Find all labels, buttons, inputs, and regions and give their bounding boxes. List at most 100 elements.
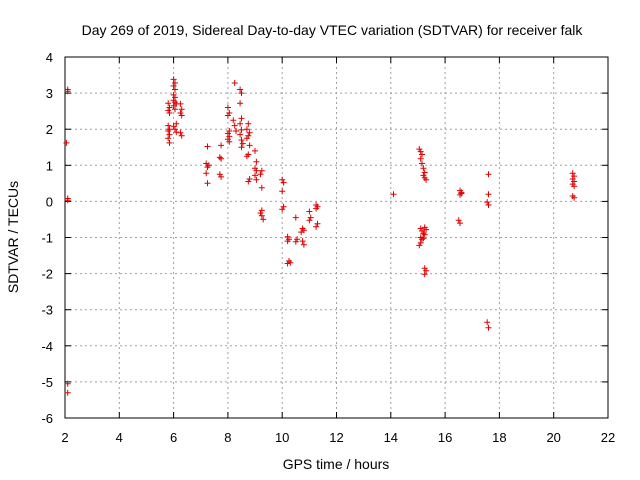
data-point <box>243 153 250 160</box>
data-point <box>284 238 291 245</box>
data-point <box>258 207 265 214</box>
data-points <box>63 76 578 396</box>
data-point <box>298 229 305 236</box>
data-point <box>238 126 245 133</box>
data-point <box>287 259 294 266</box>
data-point <box>237 100 244 107</box>
data-point <box>417 148 424 155</box>
data-point <box>252 172 258 179</box>
data-point <box>166 139 173 146</box>
data-point <box>421 231 428 238</box>
data-point <box>178 112 185 119</box>
data-point <box>485 202 492 208</box>
data-point <box>420 165 427 172</box>
data-point <box>238 90 245 97</box>
data-point <box>280 179 287 186</box>
data-point <box>177 100 184 107</box>
data-point <box>484 319 491 326</box>
data-point <box>166 104 173 111</box>
data-point <box>165 122 172 129</box>
data-point <box>253 176 260 183</box>
data-point <box>230 117 237 124</box>
y-tick-label: 3 <box>46 86 53 101</box>
data-point <box>178 132 185 139</box>
data-point <box>64 88 71 95</box>
data-point <box>204 164 211 171</box>
data-point <box>455 217 462 224</box>
data-point <box>458 189 465 196</box>
data-point <box>245 178 252 185</box>
y-tick-label: 1 <box>46 158 53 173</box>
data-point <box>238 115 245 122</box>
data-point <box>279 188 286 195</box>
data-point <box>419 151 425 158</box>
data-point <box>204 180 211 187</box>
data-point <box>165 107 172 114</box>
y-tick-label: 4 <box>46 50 53 65</box>
data-point <box>314 220 321 227</box>
data-point <box>419 236 425 243</box>
data-point <box>226 138 233 145</box>
data-point <box>239 140 246 147</box>
x-tick-label: 14 <box>384 430 398 445</box>
data-point <box>166 110 173 116</box>
data-point <box>299 238 306 245</box>
y-tick-label: -6 <box>41 411 53 426</box>
data-point <box>292 214 299 221</box>
data-point <box>224 130 231 137</box>
data-point <box>313 223 320 230</box>
data-point <box>165 128 172 134</box>
data-point <box>245 120 252 127</box>
data-point <box>165 135 172 142</box>
x-axis-label: GPS time / hours <box>283 456 390 472</box>
data-point <box>284 260 291 267</box>
data-point <box>485 171 492 178</box>
x-tick-label: 18 <box>492 430 506 445</box>
data-point <box>390 191 397 198</box>
y-axis-label: SDTVAR / TECUs <box>5 181 21 293</box>
data-point <box>224 104 231 111</box>
data-point <box>258 212 265 219</box>
x-tick-label: 16 <box>438 430 452 445</box>
data-point <box>237 120 244 127</box>
data-point <box>170 102 177 109</box>
data-point <box>231 122 238 129</box>
data-point <box>569 170 576 177</box>
data-point <box>64 380 71 387</box>
data-point <box>417 155 424 162</box>
data-point <box>307 214 314 221</box>
data-point <box>485 191 492 198</box>
data-point <box>260 216 267 223</box>
x-tick-labels: 2 4 6 8 10 12 14 16 18 20 22 <box>61 430 615 445</box>
data-point <box>253 167 260 174</box>
data-point <box>216 154 223 161</box>
data-point <box>253 158 260 165</box>
x-tick-label: 2 <box>61 430 68 445</box>
data-point <box>64 197 71 204</box>
data-point <box>257 210 264 216</box>
data-point <box>246 142 253 149</box>
data-point <box>257 171 264 178</box>
data-point <box>218 155 225 162</box>
data-point <box>279 206 286 213</box>
data-point <box>64 389 71 396</box>
data-point <box>423 267 430 274</box>
x-tick-label: 10 <box>275 430 289 445</box>
data-point <box>258 167 265 174</box>
y-tick-label: -5 <box>41 375 53 390</box>
grid <box>65 57 608 418</box>
data-point <box>237 86 244 93</box>
data-point <box>166 131 173 138</box>
data-point <box>416 242 423 249</box>
data-point <box>484 199 491 206</box>
x-tick-label: 20 <box>546 430 560 445</box>
x-tick-label: 4 <box>116 430 123 445</box>
data-point <box>292 238 299 245</box>
data-point <box>63 139 70 146</box>
data-point <box>306 217 313 224</box>
data-point <box>170 76 177 83</box>
plot-frame <box>64 56 609 419</box>
y-tick-label: -4 <box>41 339 53 354</box>
data-point <box>420 235 427 242</box>
data-point <box>178 106 185 113</box>
